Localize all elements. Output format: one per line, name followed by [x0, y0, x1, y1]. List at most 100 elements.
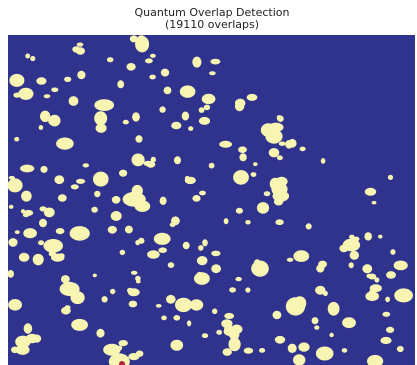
blob — [135, 240, 140, 245]
blob — [150, 54, 156, 58]
blob — [224, 218, 229, 224]
blob — [212, 309, 217, 315]
blob — [40, 166, 47, 173]
blob — [365, 188, 376, 196]
blob — [183, 242, 190, 250]
blob — [131, 271, 138, 275]
blob — [11, 347, 19, 354]
blob — [71, 319, 88, 331]
blob — [194, 272, 210, 285]
blob — [275, 336, 285, 344]
blob — [18, 88, 33, 100]
blob — [132, 112, 140, 121]
blob — [316, 347, 334, 361]
blob — [171, 122, 181, 129]
blob — [32, 335, 41, 343]
blob — [21, 191, 32, 202]
blob — [112, 196, 121, 204]
blob — [110, 289, 115, 294]
blob — [161, 69, 169, 77]
blob — [257, 202, 269, 214]
blob — [123, 120, 129, 125]
blob — [264, 191, 271, 196]
blob — [58, 194, 67, 201]
blob — [51, 88, 58, 93]
blob — [328, 302, 340, 316]
blob — [239, 153, 246, 161]
blob — [9, 205, 14, 209]
blob — [173, 315, 180, 321]
blob — [91, 207, 98, 213]
blob — [202, 239, 208, 246]
blob — [350, 251, 359, 260]
blob — [24, 323, 33, 333]
blob — [219, 141, 232, 148]
blob — [94, 191, 100, 197]
blob — [135, 135, 142, 142]
blob — [372, 201, 377, 205]
blob — [293, 250, 309, 262]
blob — [119, 170, 127, 177]
blob — [36, 77, 46, 84]
blob — [185, 176, 190, 181]
blob — [108, 226, 117, 234]
blob — [287, 258, 294, 262]
blob — [315, 286, 325, 295]
blob — [64, 77, 71, 82]
blob — [229, 337, 241, 351]
blob — [136, 280, 141, 284]
blob — [159, 106, 165, 112]
blob — [43, 239, 63, 253]
blob — [93, 274, 97, 278]
blob — [388, 175, 393, 180]
blob — [367, 274, 372, 278]
blob — [394, 261, 408, 271]
blob — [72, 46, 80, 52]
blob — [69, 96, 79, 106]
blob — [202, 333, 208, 338]
blob — [261, 123, 276, 137]
blob — [362, 264, 372, 273]
blob — [235, 99, 245, 108]
blob — [192, 57, 201, 68]
blob — [33, 254, 44, 266]
blob — [235, 277, 241, 281]
blob — [171, 216, 180, 225]
blob — [83, 163, 89, 167]
blob — [160, 197, 167, 205]
blob — [277, 155, 283, 160]
blob — [166, 295, 176, 304]
blob — [118, 346, 122, 351]
blob — [202, 94, 216, 104]
blob — [251, 172, 257, 177]
figure: Quantum Overlap Detection (19110 overlap… — [0, 0, 417, 365]
page: Quantum Overlap Detection (19110 overlap… — [0, 0, 417, 365]
blob — [288, 344, 297, 353]
blob — [93, 172, 109, 187]
image-area — [8, 35, 415, 365]
blob — [277, 115, 283, 122]
blob — [136, 351, 144, 357]
blob — [210, 59, 220, 65]
blob — [56, 228, 65, 234]
blob — [40, 114, 48, 120]
blob — [293, 296, 306, 310]
blob — [94, 99, 114, 111]
blob — [25, 54, 30, 59]
blob — [300, 147, 306, 152]
blob — [154, 233, 171, 245]
blob — [135, 36, 149, 52]
blob — [164, 87, 172, 95]
blob — [111, 211, 122, 221]
blob — [211, 264, 221, 273]
blob — [244, 348, 253, 354]
blob — [8, 238, 17, 247]
blob — [156, 304, 162, 308]
blob — [56, 138, 74, 150]
blob — [198, 245, 204, 251]
blob — [318, 261, 327, 268]
blob — [275, 219, 283, 225]
blob — [94, 111, 107, 125]
blob — [38, 240, 44, 245]
blob — [102, 296, 108, 302]
